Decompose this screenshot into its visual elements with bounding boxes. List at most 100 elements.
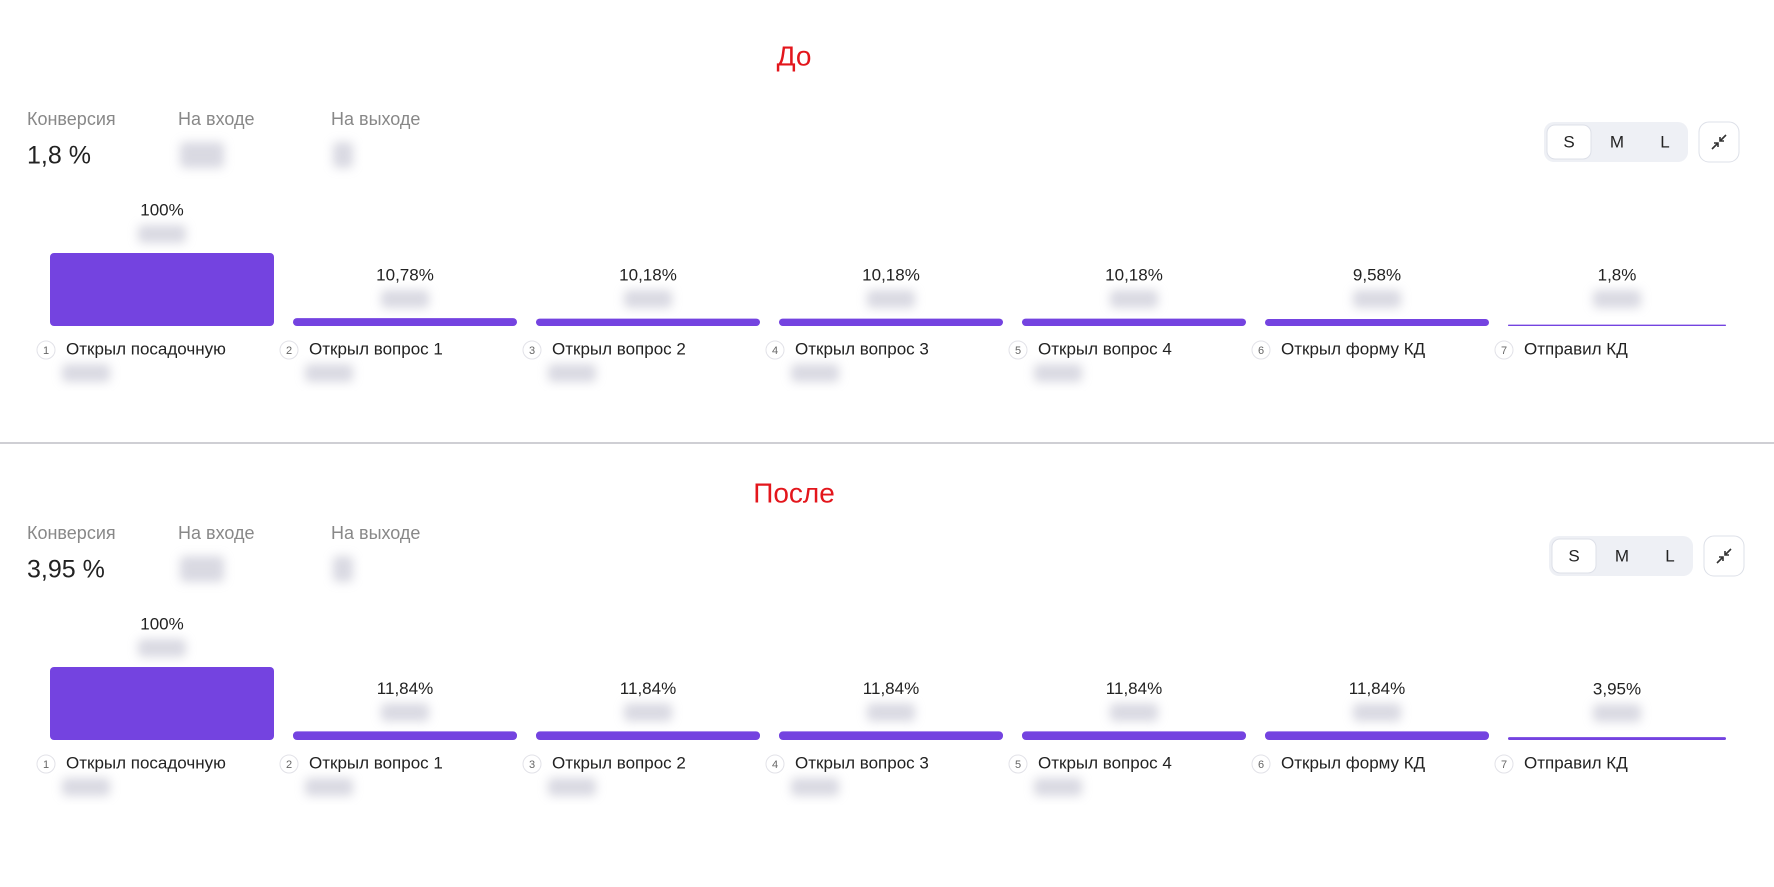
size-selected (1546, 124, 1592, 160)
stat-value: 1,8 % (27, 142, 91, 170)
step-number: 5 (1015, 759, 1021, 771)
value-label: 100% (140, 200, 183, 219)
blurred-value (180, 142, 224, 168)
blurred-value (548, 778, 596, 796)
blurred-value (1593, 290, 1641, 308)
collapse-icon (1711, 134, 1727, 150)
value-label: 11,84% (620, 679, 676, 698)
step-label: Открыл вопрос 1 (309, 339, 443, 358)
funnel-bar (1022, 731, 1246, 740)
value-label: 9,58% (1353, 265, 1401, 284)
step-badge (765, 340, 785, 360)
blurred-value (305, 364, 353, 382)
size-option[interactable]: L (1660, 132, 1669, 151)
value-label: 1,8% (1598, 265, 1637, 284)
blurred-value (867, 290, 915, 308)
funnel-bar (1022, 318, 1246, 326)
step-number: 1 (43, 345, 49, 357)
blurred-value (138, 639, 186, 657)
size-option[interactable]: S (1568, 546, 1579, 565)
value-label: 11,84% (863, 679, 919, 698)
blurred-value (624, 703, 672, 722)
step-label: Открыл вопрос 2 (552, 339, 686, 358)
step-number: 6 (1258, 759, 1264, 771)
blurred-value (1353, 703, 1401, 722)
funnel-bar (779, 731, 1003, 740)
blurred-value (867, 703, 915, 722)
step-badge (1008, 754, 1028, 774)
value-label: 100% (140, 614, 183, 633)
step-label: Открыл форму КД (1281, 339, 1426, 358)
blurred-value (1110, 703, 1158, 722)
blurred-value (1034, 364, 1082, 382)
size-option[interactable]: S (1563, 132, 1574, 151)
stat-value: 3,95 % (27, 556, 105, 584)
collapse-button[interactable] (1703, 535, 1745, 577)
step-badge (522, 340, 542, 360)
value-label: 10,18% (1105, 265, 1163, 284)
blurred-value (791, 364, 839, 382)
size-option[interactable]: M (1610, 132, 1624, 151)
stat-label: На выходе (331, 109, 420, 129)
stat-label: На входе (178, 109, 255, 129)
funnel-bar (1508, 324, 1726, 326)
funnel-bar (50, 253, 274, 326)
value-label: 11,84% (377, 679, 433, 698)
blurred-value (381, 290, 429, 308)
blurred-value (791, 778, 839, 796)
blurred-value (624, 290, 672, 308)
value-label: 10,78% (376, 265, 434, 284)
size-option[interactable]: L (1665, 546, 1674, 565)
step-badge (1494, 340, 1514, 360)
step-number: 2 (286, 759, 292, 771)
blurred-value (1110, 290, 1158, 308)
blurred-value (62, 364, 110, 382)
section-title: После (753, 477, 835, 508)
step-badge (1494, 754, 1514, 774)
section-title: До (777, 40, 812, 71)
step-label: Открыл вопрос 4 (1038, 753, 1172, 772)
blurred-value (381, 703, 429, 722)
blurred-value (1034, 778, 1082, 796)
collapse-button[interactable] (1698, 121, 1740, 163)
funnel-bar (293, 731, 517, 740)
value-label: 11,84% (1349, 679, 1405, 698)
step-number: 7 (1501, 759, 1507, 771)
blurred-value (1353, 290, 1401, 308)
blurred-value (180, 556, 224, 582)
step-badge (36, 754, 56, 774)
step-label: Открыл посадочную (66, 339, 226, 358)
step-badge (765, 754, 785, 774)
funnel-bar (536, 731, 760, 740)
step-number: 4 (772, 759, 778, 771)
step-number: 7 (1501, 345, 1507, 357)
funnel-bar (536, 318, 760, 326)
stat-label: На выходе (331, 523, 420, 543)
funnel-bar (1508, 737, 1726, 740)
funnel-bar (779, 318, 1003, 326)
blurred-value (305, 778, 353, 796)
stat-label: На входе (178, 523, 255, 543)
blurred-value (548, 364, 596, 382)
blurred-value (1593, 704, 1641, 722)
size-selected (1551, 538, 1597, 574)
step-number: 2 (286, 345, 292, 357)
step-label: Отправил КД (1524, 753, 1628, 772)
size-option[interactable]: M (1615, 546, 1629, 565)
stat-label: Конверсия (27, 523, 116, 543)
step-badge (1251, 754, 1271, 774)
step-badge (279, 340, 299, 360)
blurred-value (333, 556, 353, 582)
step-badge (522, 754, 542, 774)
stat-label: Конверсия (27, 109, 116, 129)
step-label: Открыл вопрос 3 (795, 339, 929, 358)
funnel-bar (50, 667, 274, 740)
funnel-bar (1265, 319, 1489, 326)
step-label: Открыл вопрос 1 (309, 753, 443, 772)
funnel-bar (293, 318, 517, 326)
step-number: 4 (772, 345, 778, 357)
blurred-value (333, 142, 353, 168)
step-badge (1008, 340, 1028, 360)
